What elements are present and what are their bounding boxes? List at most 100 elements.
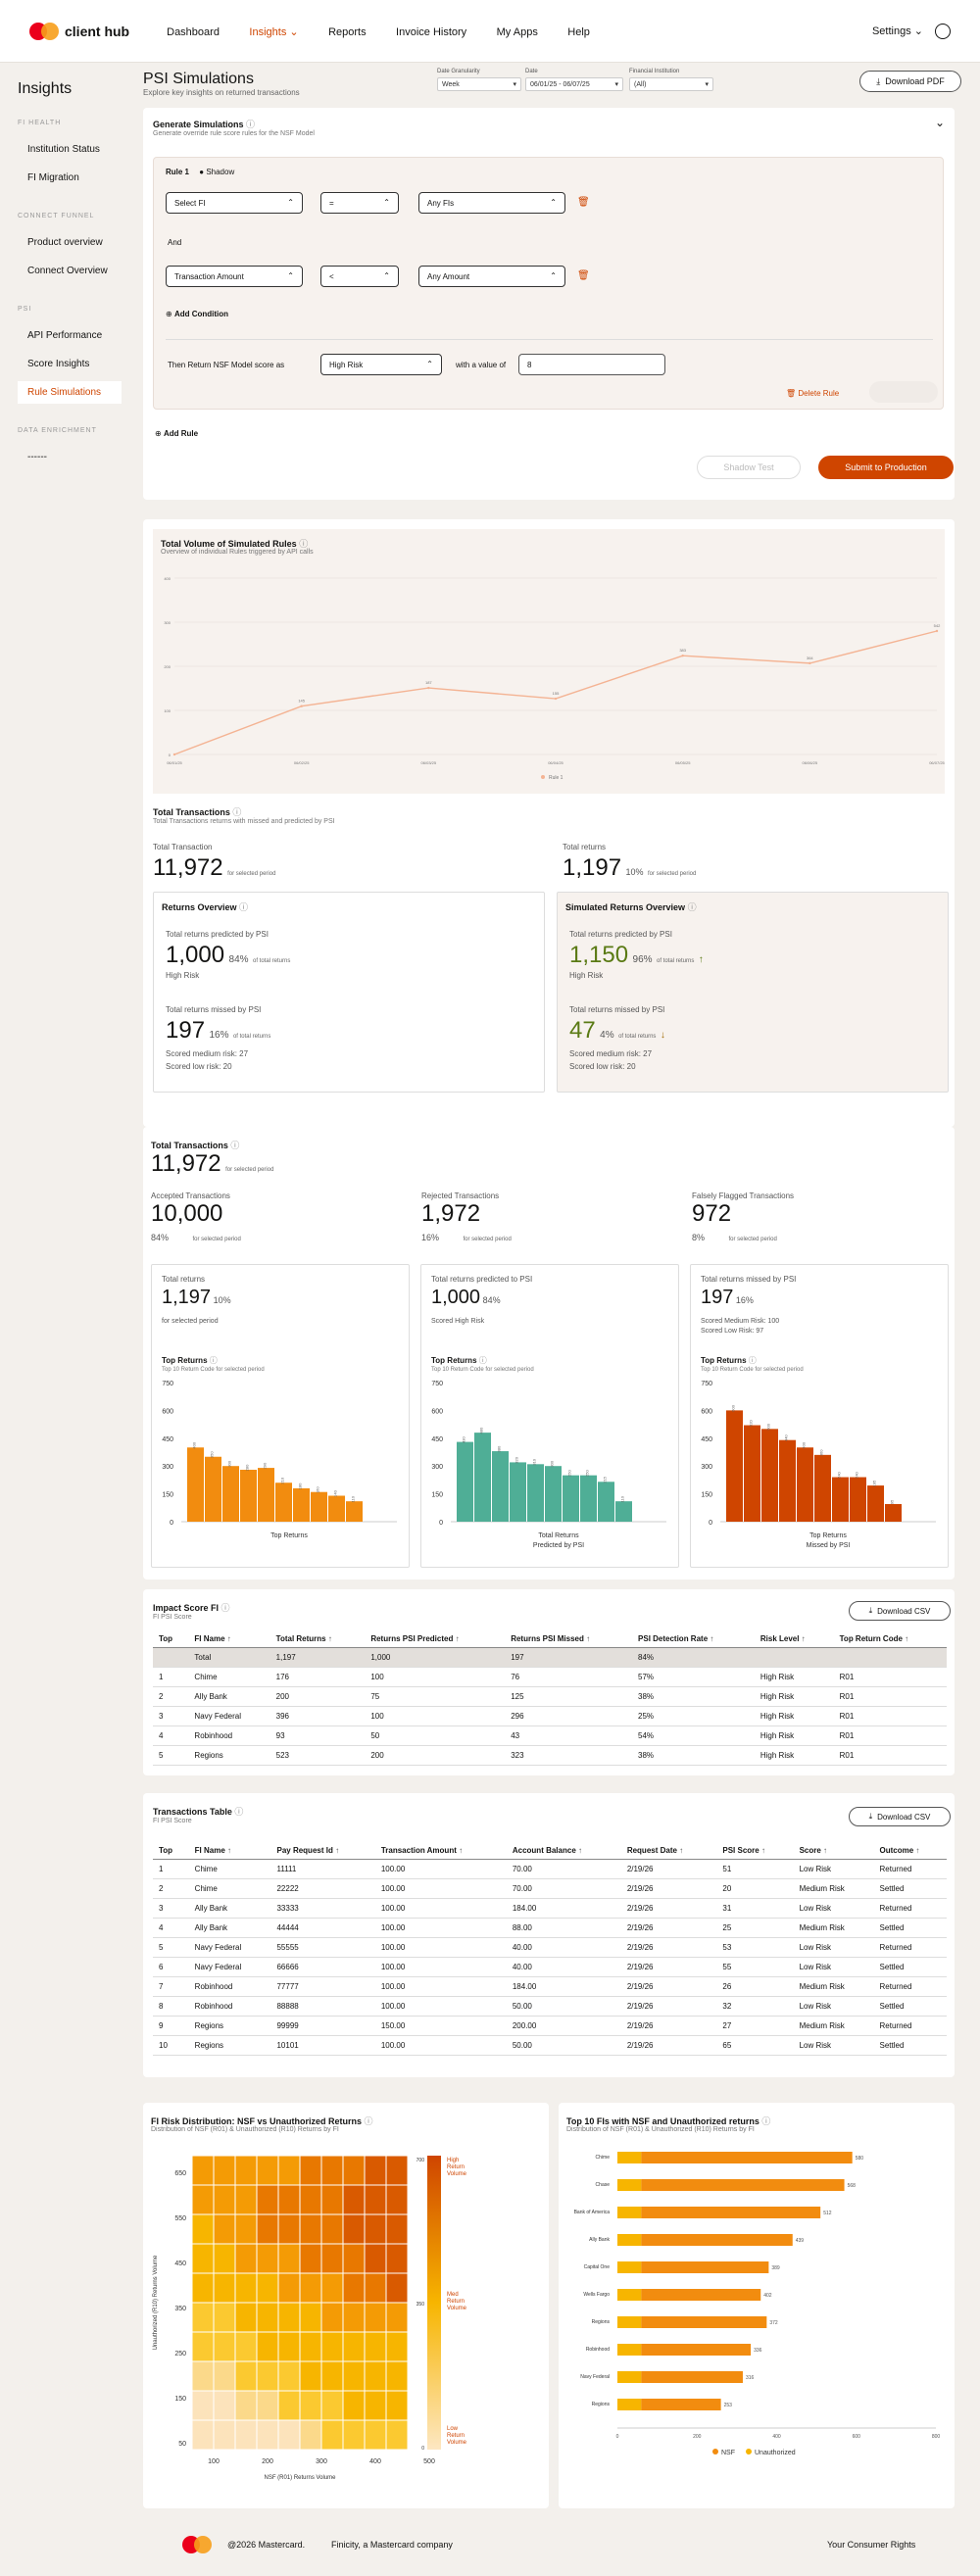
trash-icon[interactable]: 🗑 — [577, 197, 590, 208]
nav-insights[interactable]: Insights ⌄ — [249, 25, 298, 38]
download-csv-button[interactable]: ⤓ Download CSV — [849, 1807, 951, 1826]
collapse-chevron-icon[interactable]: ⌄ — [934, 116, 945, 129]
table-cell: Returned — [873, 2016, 947, 2036]
unauthorized-bar — [641, 2344, 752, 2356]
score-value-input[interactable]: 8 — [518, 354, 665, 375]
consumer-rights-link[interactable]: Your Consumer Rights — [827, 2540, 916, 2550]
sidebar-item-connect-overview[interactable]: Connect Overview — [27, 266, 108, 276]
column-header[interactable]: Score ↑ — [793, 1842, 874, 1860]
sidebar-item-institution-status[interactable]: Institution Status — [27, 144, 100, 155]
column-header[interactable]: PSI Score ↑ — [716, 1842, 794, 1860]
column-header[interactable]: Returns PSI Missed ↑ — [505, 1630, 633, 1648]
column-header[interactable]: Top — [153, 1630, 189, 1648]
column-header[interactable]: Pay Request Id ↑ — [270, 1842, 375, 1860]
condition-2-operator-select[interactable]: < ⌃ — [320, 266, 399, 287]
sidebar-item-score-insights[interactable]: Score Insights — [27, 359, 90, 369]
column-header[interactable]: PSI Detection Rate ↑ — [632, 1630, 755, 1648]
sidebar-item-api-performance[interactable]: API Performance — [27, 330, 103, 341]
info-icon: ⓘ — [746, 1356, 757, 1365]
sidebar-item-data-enrichment[interactable]: ------ — [27, 452, 47, 462]
table-cell: 50.00 — [506, 1996, 621, 2017]
table-cell: 50 — [365, 1725, 506, 1746]
column-header[interactable]: Request Date ↑ — [620, 1842, 717, 1860]
scale-legend-label: High — [447, 2158, 459, 2163]
submit-to-production-button[interactable]: Submit to Production — [818, 456, 954, 479]
column-header[interactable]: Outcome ↑ — [873, 1842, 947, 1860]
sro-title: Simulated Returns Overview — [565, 902, 686, 912]
sidebar-item-rule-simulations[interactable]: Rule Simulations — [18, 381, 122, 404]
table-cell: 99999 — [270, 2016, 375, 2036]
table-cell: 150.00 — [374, 2016, 507, 2036]
nav-invoice-history[interactable]: Invoice History — [396, 25, 467, 38]
y-tick-label: 650 — [174, 2170, 186, 2177]
condition-1-operator-select[interactable]: = ⌃ — [320, 192, 399, 214]
table-cell: Regions — [188, 2035, 271, 2056]
column-header[interactable]: FI Name ↑ — [188, 1630, 270, 1648]
nav-dashboard[interactable]: Dashboard — [167, 25, 220, 38]
trash-icon[interactable]: 🗑 — [577, 270, 590, 281]
score-select[interactable]: High Risk ⌃ — [320, 354, 442, 375]
table-cell: Settled — [873, 2035, 947, 2056]
mini-bar-chart: 750 600 450 300 150 0 600 520 500 440 400 360 240 240… — [701, 1381, 936, 1549]
column-header[interactable]: Returns PSI Predicted ↑ — [365, 1630, 506, 1648]
table-row: 10 Regions 10101 100.00 50.00 2/19/26 65 Low Ri… — [153, 2035, 947, 2056]
date-range-select[interactable]: 06/01/25 - 06/07/25 — [525, 77, 623, 91]
column-header[interactable]: Account Balance ↑ — [506, 1842, 621, 1860]
table-cell: High Risk — [754, 1686, 834, 1707]
pred-label: Total returns predicted by PSI — [569, 930, 672, 939]
column-header[interactable]: Top Return Code ↑ — [833, 1630, 947, 1648]
heatmap-cell — [364, 2155, 387, 2186]
heatmap-cell — [213, 2390, 236, 2421]
user-avatar-icon[interactable] — [935, 23, 951, 39]
nav-help[interactable]: Help — [567, 25, 590, 38]
filter-date: Date 06/01/25 - 06/07/25 — [525, 69, 623, 91]
condition-1-field-select[interactable]: Select FI ⌃ — [166, 192, 303, 214]
sort-icon: ↑ — [332, 1846, 340, 1855]
table-cell: Returned — [873, 1898, 947, 1919]
fi-select[interactable]: (All) — [629, 77, 713, 91]
condition-2-value-select[interactable]: Any Amount ⌃ — [418, 266, 565, 287]
date-granularity-select[interactable]: Week — [437, 77, 521, 91]
table-cell: Regions — [188, 1745, 270, 1766]
condition-1-value-select[interactable]: Any FIs ⌃ — [418, 192, 565, 214]
condition-2-field-select[interactable]: Transaction Amount ⌃ — [166, 266, 303, 287]
sort-icon: ↑ — [799, 1634, 806, 1643]
shadow-toggle[interactable]: ● Shadow — [199, 168, 235, 176]
period-label: for selected period — [728, 1237, 777, 1242]
table-cell: Low Risk — [793, 1937, 874, 1958]
x-axis-label: Missed by PSI — [807, 1542, 851, 1549]
table-row: 1 Chime 176 100 76 57% High Risk R01 — [153, 1667, 947, 1687]
settings-menu[interactable]: Settings ⌄ — [872, 24, 923, 37]
app-logo[interactable]: client hub — [29, 22, 129, 40]
shadow-test-button[interactable]: Shadow Test — [697, 456, 801, 479]
select-value: Transaction Amount — [174, 272, 244, 281]
shadow-label: Shadow — [206, 168, 235, 176]
bar — [615, 1501, 632, 1522]
nav-reports[interactable]: Reports — [328, 25, 367, 38]
heatmap-cell — [299, 2302, 322, 2333]
download-csv-button[interactable]: ⤓ Download CSV — [849, 1601, 951, 1621]
delete-rule-button[interactable]: 🗑 Delete Rule — [786, 389, 839, 398]
y-tick-label: 750 — [701, 1381, 712, 1387]
column-header[interactable]: Transaction Amount ↑ — [374, 1842, 507, 1860]
download-pdf-button[interactable]: ⤓ Download PDF — [859, 71, 961, 92]
column-header[interactable]: FI Name ↑ — [188, 1842, 271, 1860]
bar — [832, 1477, 849, 1522]
bar-total-label: 512 — [823, 2211, 832, 2216]
sidebar-item-product-overview[interactable]: Product overview — [27, 237, 103, 248]
heatmap-cell — [385, 2419, 409, 2451]
add-condition-button[interactable]: ⊕ Add Condition — [166, 310, 228, 318]
sidebar-item-fi-migration[interactable]: FI Migration — [27, 172, 79, 183]
heatmap-cell — [213, 2243, 236, 2274]
nav-my-apps[interactable]: My Apps — [496, 25, 538, 38]
chevron-up-icon: ⌃ — [287, 198, 294, 207]
add-rule-button[interactable]: ⊕ Add Rule — [155, 429, 198, 438]
rule-save-button-disabled[interactable] — [869, 381, 938, 403]
column-header[interactable]: Top — [153, 1842, 189, 1860]
nsf-bar — [617, 2344, 642, 2356]
unauthorized-bar — [641, 2316, 767, 2328]
column-header[interactable]: Total Returns ↑ — [270, 1630, 366, 1648]
column-header[interactable]: Risk Level ↑ — [754, 1630, 834, 1648]
sort-icon: ↑ — [575, 1846, 582, 1855]
select-value: High Risk — [329, 361, 364, 369]
